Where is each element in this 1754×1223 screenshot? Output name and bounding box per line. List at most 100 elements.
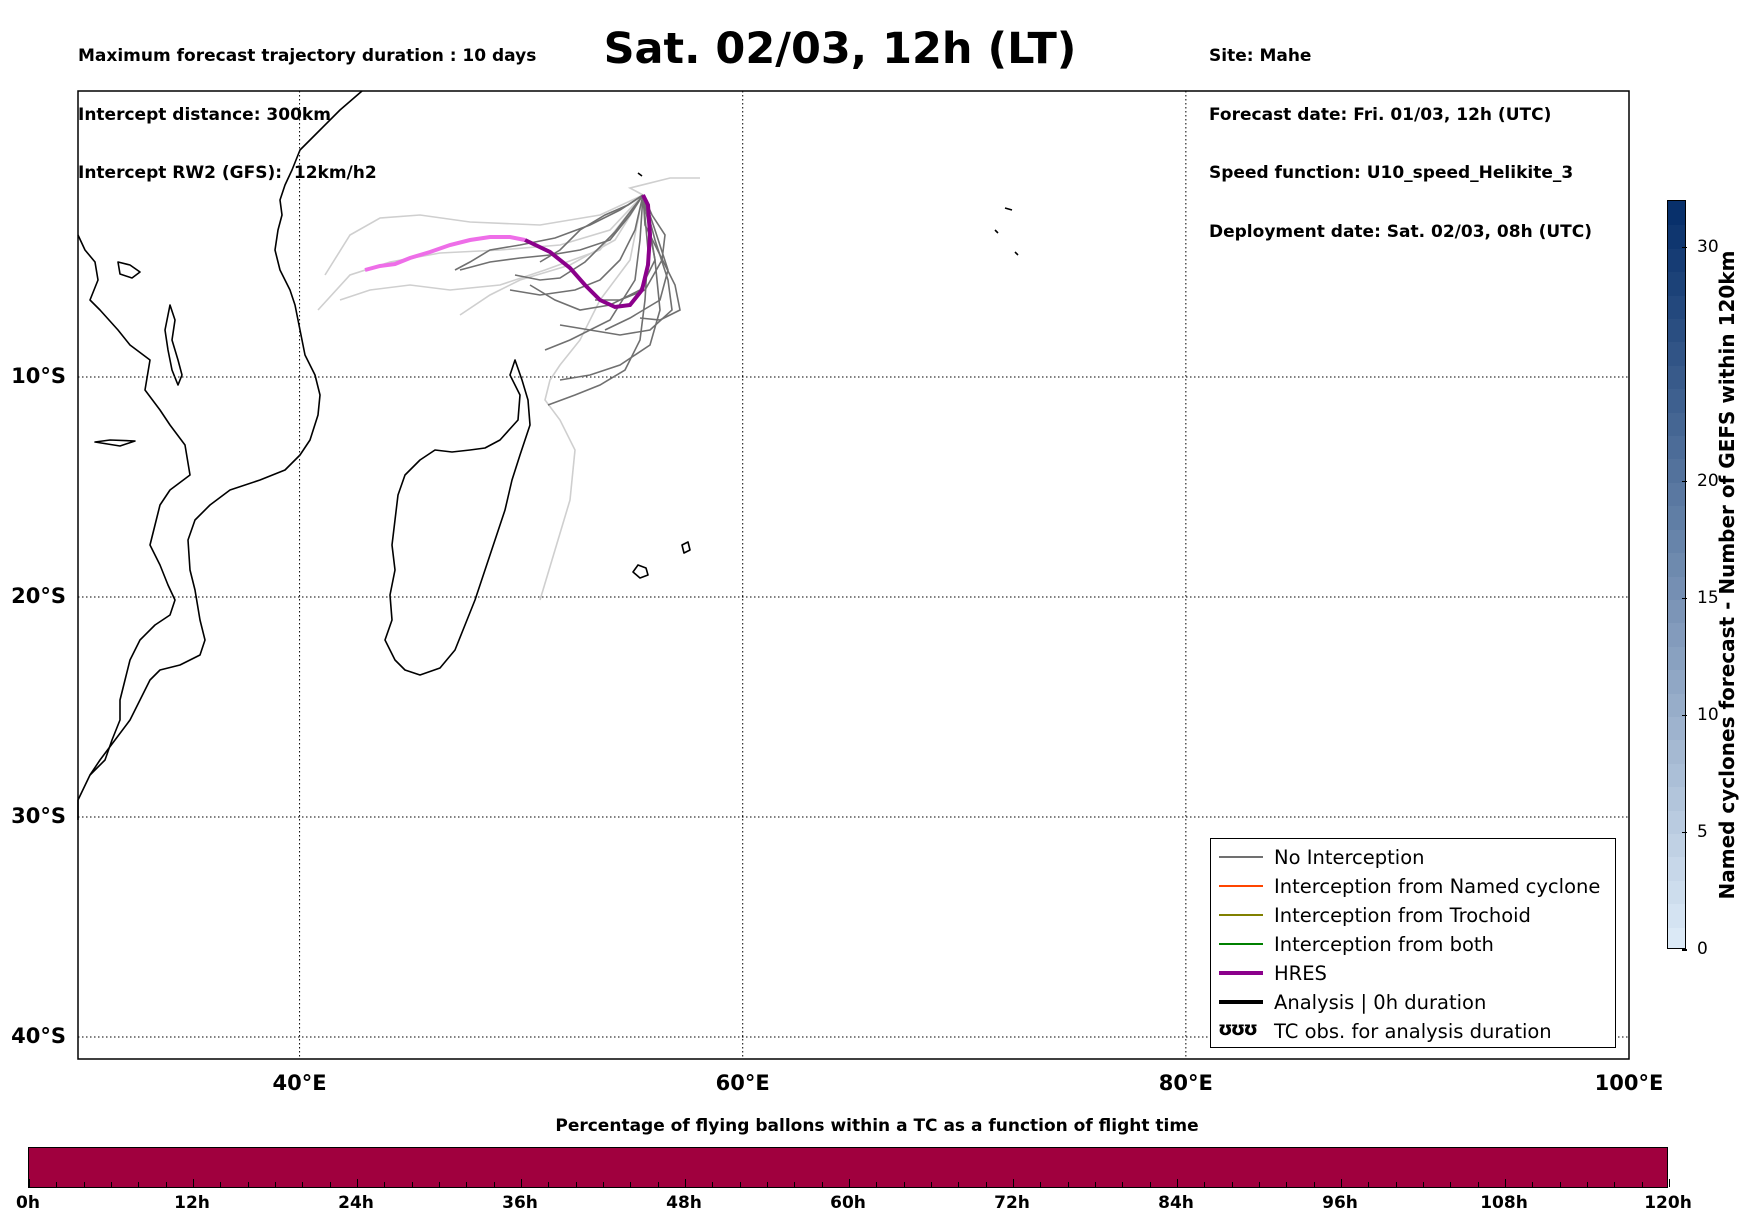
lon-label: 60°E (715, 1071, 770, 1095)
colorbar-tick-label: 15 (1697, 587, 1719, 608)
trajectory-line (604, 194, 669, 331)
colorbar-segment (1668, 247, 1685, 273)
colorbar-segment (1668, 926, 1685, 948)
colorbar-tick (1682, 714, 1687, 717)
colorbar-tick (1682, 949, 1687, 951)
reunion-island (681, 541, 691, 554)
flight-time-tick (575, 1182, 577, 1187)
flight-time-tick-label: 12h (174, 1193, 210, 1213)
colorbar-segment (1668, 341, 1685, 366)
flight-time-tick (1149, 1182, 1151, 1187)
colorbar-segment (1668, 224, 1685, 249)
flight-time-tick (384, 1182, 386, 1187)
colorbar-segment (1668, 809, 1685, 834)
africa-coastline (77, 234, 191, 820)
colorbar-tick-label: 20 (1697, 470, 1719, 491)
colorbar-tick (1682, 597, 1687, 600)
flight-time-tick (1122, 1182, 1124, 1187)
legend-label-no-interception: No Interception (1274, 846, 1425, 869)
flight-time-tick (1231, 1182, 1233, 1187)
hres-faded-track (364, 235, 526, 272)
flight-time-tick (302, 1182, 304, 1187)
deployment-date-text: Deployment date: Sat. 02/03, 08h (UTC) (1209, 221, 1593, 242)
flight-time-tick (985, 1182, 987, 1187)
hres-track (524, 194, 653, 310)
flight-time-bar-title: Percentage of flying ballons within a TC… (555, 1116, 1199, 1136)
flight-time-tick (794, 1182, 796, 1187)
colorbar-segment (1668, 832, 1685, 858)
lat-label: 40°S (11, 1024, 66, 1048)
lon-label: 100°E (1594, 1071, 1664, 1095)
legend-label-trochoid: Interception from Trochoid (1274, 904, 1531, 927)
flight-time-tick (849, 1179, 850, 1187)
legend-row-analysis: Analysis | 0h duration (1211, 989, 1615, 1015)
colorbar-segment (1668, 669, 1685, 694)
legend-swatch-trochoid (1219, 914, 1263, 916)
flight-time-tick (1450, 1182, 1452, 1187)
colorbar-segment (1668, 528, 1685, 554)
colorbar-segment (1668, 622, 1685, 647)
flight-time-tick (1177, 1179, 1178, 1187)
colorbar-segment (1668, 505, 1685, 530)
flight-time-tick-label: 72h (994, 1193, 1030, 1213)
colorbar-segment (1668, 762, 1685, 788)
flight-time-tick (630, 1182, 632, 1187)
colorbar-segment (1668, 552, 1685, 577)
lake-tanganyika (164, 304, 183, 386)
main-title: Sat. 02/03, 12h (LT) (603, 24, 1077, 74)
tc-obs-symbol-icon: ʊʊʊ (1218, 1018, 1258, 1040)
flight-time-tick (247, 1182, 249, 1187)
flight-time-tick (1204, 1182, 1206, 1187)
flight-time-bar (28, 1147, 1670, 1188)
cyclone-colorbar (1667, 200, 1686, 949)
flight-time-tick (1040, 1182, 1042, 1187)
site-text: Site: Mahe (1209, 46, 1312, 66)
colorbar-tick-label: 5 (1697, 821, 1708, 842)
flight-time-tick (357, 1179, 358, 1187)
coastlines (77, 90, 1019, 820)
intercept-rw2-text: Intercept RW2 (GFS): 12km/h2 (78, 163, 377, 183)
flight-time-tick (165, 1182, 167, 1187)
colorbar-segment (1668, 271, 1685, 296)
intercept-distance-text: Intercept distance: 300km (78, 104, 331, 125)
colorbar-segment (1668, 715, 1685, 741)
colorbar-segment (1668, 458, 1685, 483)
flight-time-tick (493, 1182, 495, 1187)
colorbar-segment (1668, 481, 1685, 507)
flight-time-tick-label: 36h (502, 1193, 538, 1213)
legend-row-trochoid: Interception from Trochoid (1211, 902, 1615, 928)
colorbar-segment (1668, 201, 1685, 226)
colorbar-segment (1668, 411, 1685, 437)
flight-time-tick (138, 1182, 140, 1187)
trajectory-line (544, 194, 644, 351)
flight-time-tick (657, 1182, 659, 1187)
flight-time-tick (111, 1182, 112, 1187)
colorbar-tick-label: 0 (1697, 939, 1708, 959)
colorbar-segment (1668, 435, 1685, 460)
flight-time-tick (767, 1182, 768, 1187)
legend-swatch-named-cyclone (1219, 885, 1263, 887)
africa-east-coast (89, 90, 363, 776)
mauritius-island (632, 564, 649, 579)
madagascar-coastline (384, 359, 531, 676)
speed-function-text: Speed function: U10_speed_Helikite_3 (1209, 163, 1574, 183)
colorbar-tick (1682, 246, 1687, 249)
colorbar-segment (1668, 903, 1685, 928)
flight-time-tick (821, 1182, 823, 1187)
colorbar-segment (1668, 575, 1685, 600)
lake-malawi (94, 439, 136, 447)
flight-time-tick-label: 84h (1158, 1193, 1194, 1213)
flight-time-tick-label: 48h (666, 1193, 702, 1213)
flight-time-tick (193, 1179, 194, 1187)
legend-swatch-hres (1219, 971, 1263, 975)
flight-time-tick (1313, 1182, 1315, 1187)
flight-time-tick-label: 24h (338, 1193, 374, 1213)
flight-time-tick (1013, 1179, 1014, 1187)
lake-victoria (117, 261, 141, 279)
colorbar-segment (1668, 786, 1685, 811)
flight-time-tick-label: 60h (830, 1193, 866, 1213)
forecast-date-text: Forecast date: Fri. 01/03, 12h (UTC) (1209, 104, 1552, 125)
colorbar-segment (1668, 879, 1685, 905)
legend-row-both: Interception from both (1211, 931, 1615, 957)
